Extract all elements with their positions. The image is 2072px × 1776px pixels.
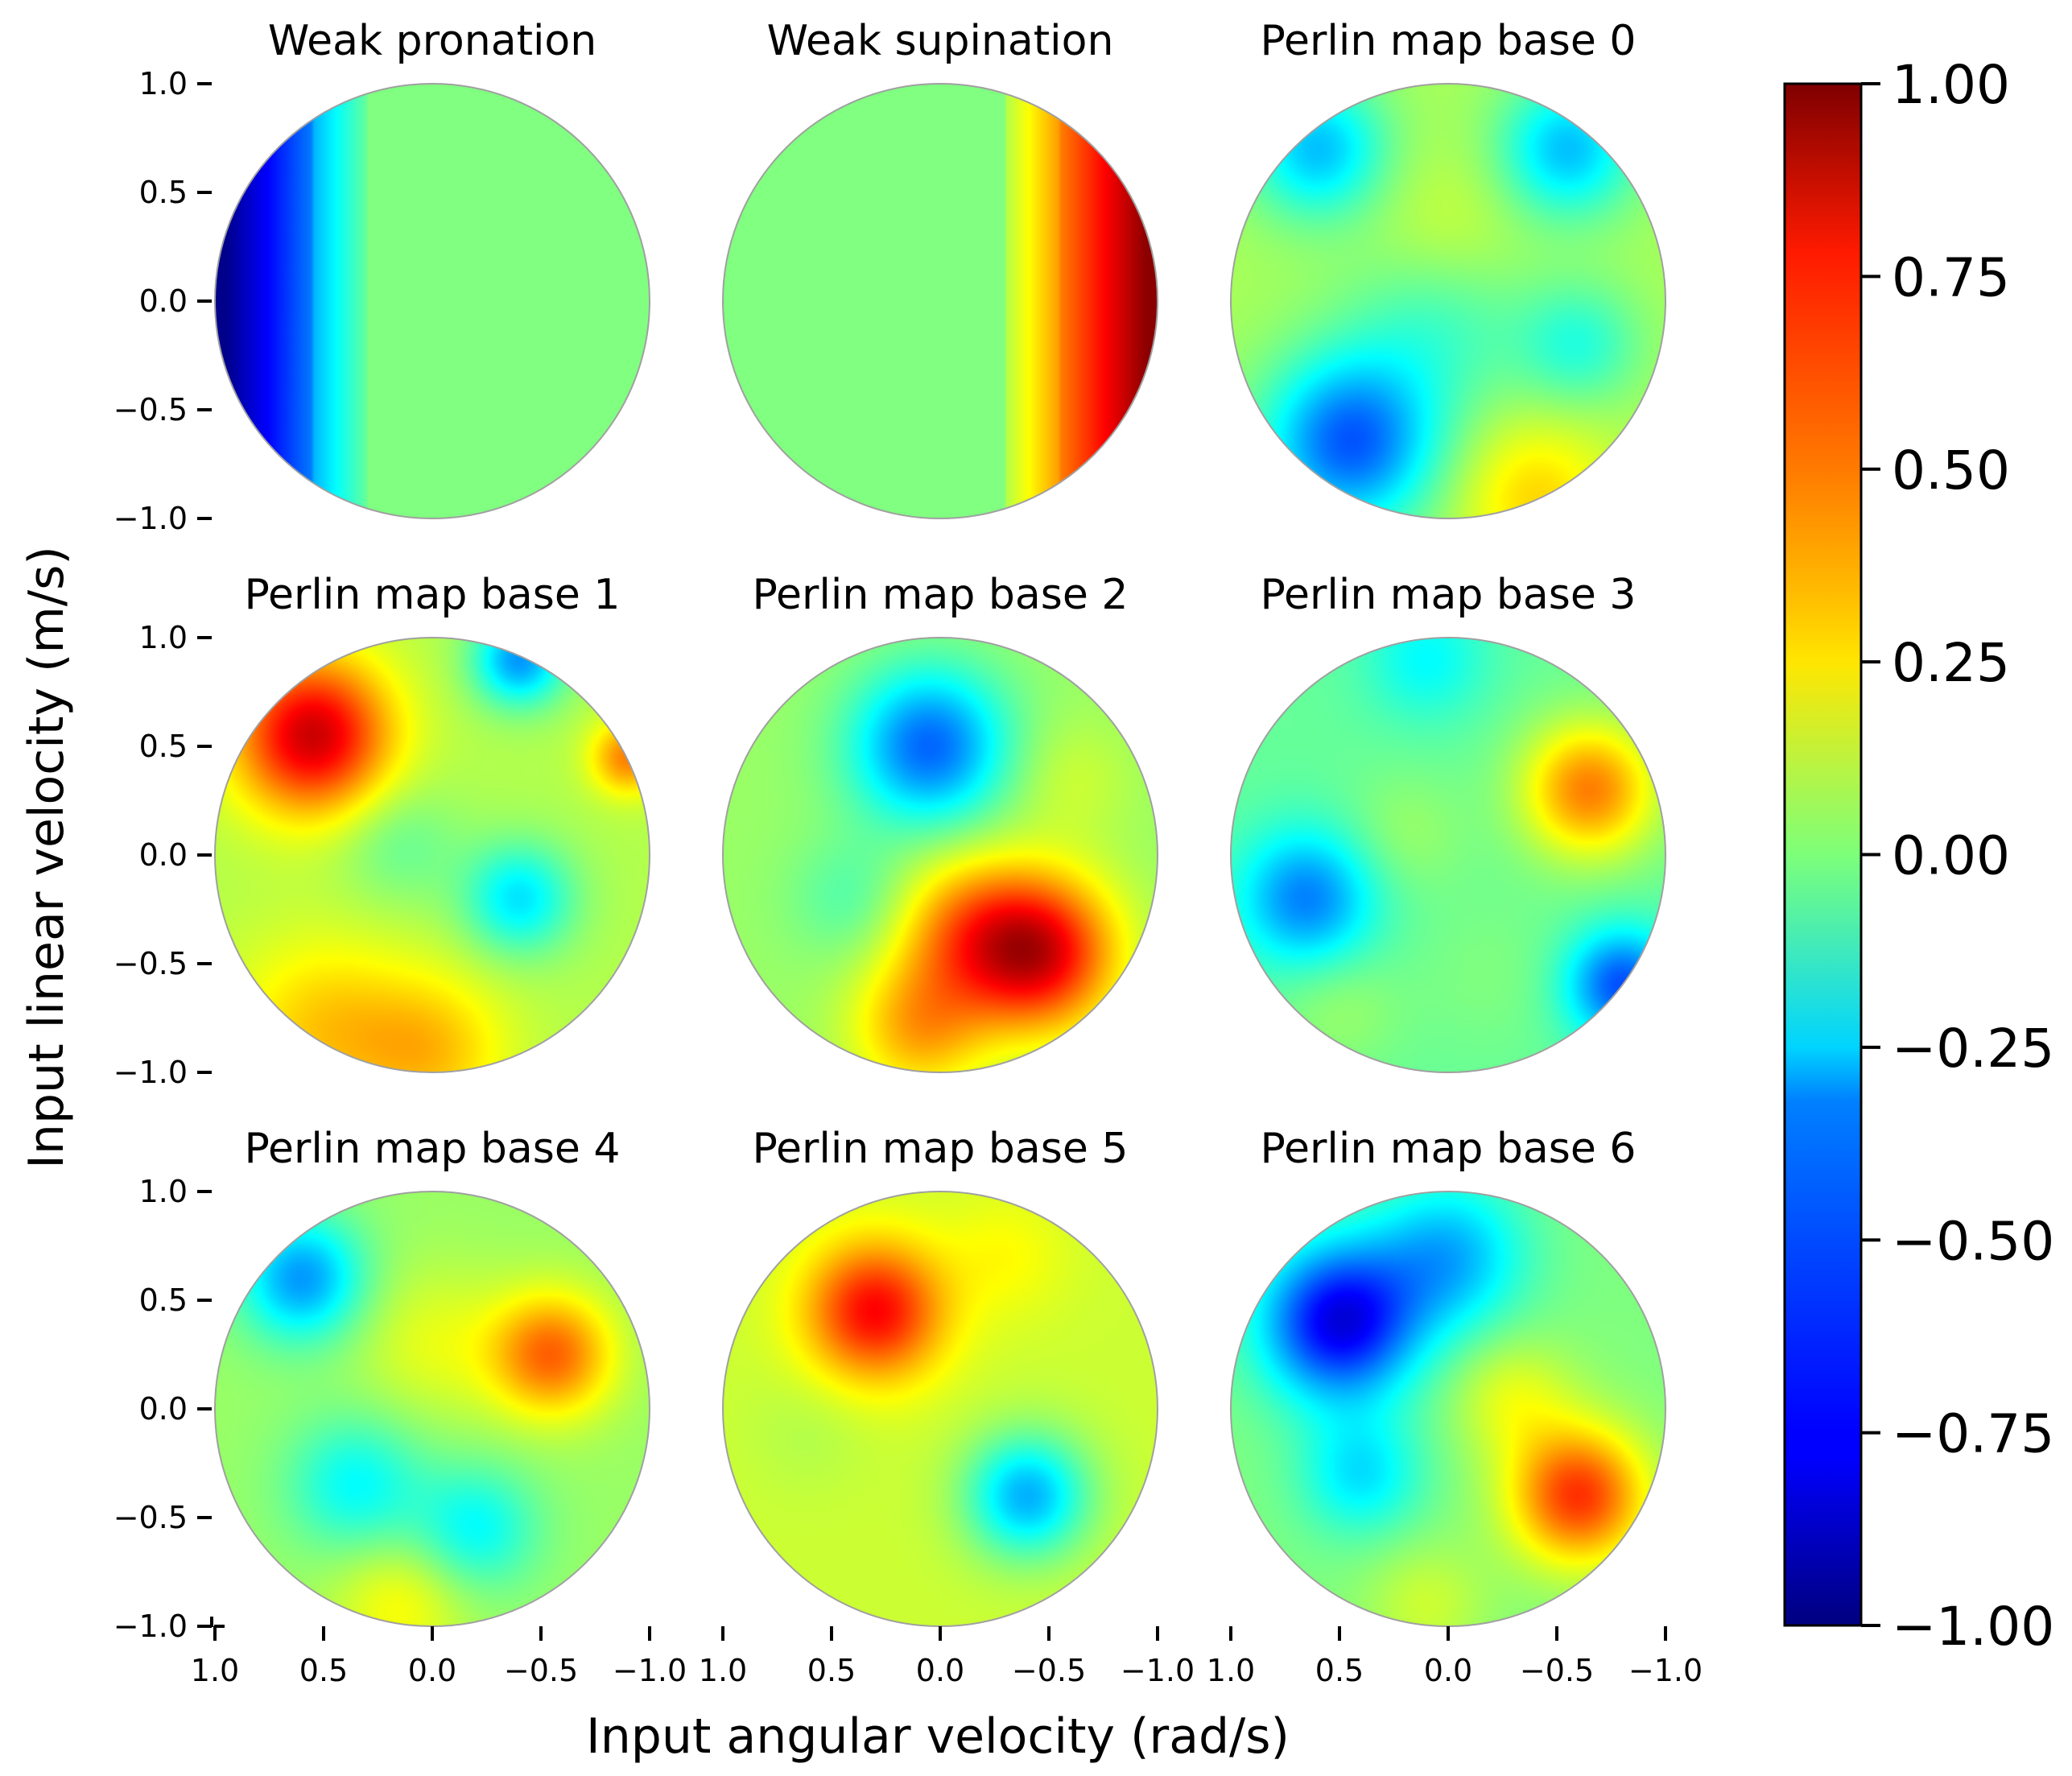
y-tick-label: −1.0 xyxy=(114,1609,188,1644)
panel-0: Weak pronation xyxy=(214,17,650,519)
y-tick-label: 0.5 xyxy=(139,729,188,764)
y-axis-ticks: 1.0 0.5 0.0 −0.5 −1.0 1.0 0.5 0.0 −0.5 −1.0 1.0 0.5… xyxy=(114,66,213,1644)
x-tick-label: 0.5 xyxy=(299,1653,348,1688)
panel-4: Perlin map base 2 xyxy=(722,571,1158,1073)
y-tick-label: −1.0 xyxy=(114,1055,188,1090)
colorbar-tick-label: 0.25 xyxy=(1892,632,2010,694)
x-tick-label: 0.5 xyxy=(1315,1653,1364,1688)
heatmap-disc-8 xyxy=(1231,1192,1665,1626)
heatmap-disc-6 xyxy=(215,1192,650,1626)
panel-1: Weak supination xyxy=(722,17,1158,519)
panel-title-2: Perlin map base 0 xyxy=(1261,17,1637,65)
y-tick-label: 1.0 xyxy=(139,66,188,101)
panel-2: Perlin map base 0 xyxy=(1230,17,1666,519)
panel-5: Perlin map base 3 xyxy=(1230,571,1666,1073)
panel-3: Perlin map base 1 xyxy=(214,571,650,1073)
heatmap-disc-7 xyxy=(723,1192,1158,1626)
x-tick-label: 0.5 xyxy=(807,1653,856,1688)
colorbar-tick-label: 0.75 xyxy=(1892,246,2010,308)
colorbar: 1.00 0.75 0.50 0.25 0.00 −0.25 −0.50 −0.75 −1.00 xyxy=(1783,54,2054,1658)
x-tick-label: −0.5 xyxy=(1520,1653,1594,1688)
disc-outline-1 xyxy=(722,83,1158,519)
panel-6: Perlin map base 4 xyxy=(214,1125,650,1627)
y-axis-label: Input linear velocity (m/s) xyxy=(19,546,75,1169)
panel-title-8: Perlin map base 6 xyxy=(1261,1125,1637,1173)
y-tick-label: −0.5 xyxy=(114,392,188,427)
y-tick-label: 1.0 xyxy=(139,1174,188,1209)
x-tick-label: 1.0 xyxy=(191,1653,239,1688)
y-tick-label: 0.0 xyxy=(139,283,188,319)
x-tick-label: 0.0 xyxy=(1424,1653,1472,1688)
x-tick-label: −1.0 xyxy=(1121,1653,1195,1688)
x-tick-label: 0.0 xyxy=(408,1653,456,1688)
disc-outline-2 xyxy=(1230,83,1666,519)
x-tick-label: 1.0 xyxy=(1207,1653,1255,1688)
x-tick-label: −1.0 xyxy=(613,1653,687,1688)
y-tick-label: 0.0 xyxy=(139,837,188,873)
y-tick-label: −1.0 xyxy=(114,501,188,536)
y-tick-label: 1.0 xyxy=(139,620,188,655)
panel-8: Perlin map base 6 xyxy=(1230,1125,1666,1627)
panel-title-4: Perlin map base 2 xyxy=(753,571,1129,619)
y-tick-label: −0.5 xyxy=(114,1500,188,1535)
colorbar-tick-label: −0.25 xyxy=(1892,1018,2054,1080)
y-tick-label: −0.5 xyxy=(114,946,188,981)
heatmap-disc-5 xyxy=(1231,638,1665,1072)
panel-title-5: Perlin map base 3 xyxy=(1261,571,1637,619)
x-tick-label: −0.5 xyxy=(504,1653,578,1688)
disc-outline-0 xyxy=(214,83,650,519)
panel-title-7: Perlin map base 5 xyxy=(753,1125,1129,1173)
x-tick-label: −0.5 xyxy=(1012,1653,1086,1688)
panel-title-6: Perlin map base 4 xyxy=(245,1125,621,1173)
disc-outline-4 xyxy=(722,637,1158,1073)
colorbar-gradient xyxy=(1783,82,1863,1627)
panel-7: Perlin map base 5 xyxy=(722,1125,1158,1627)
y-tick-label: 0.5 xyxy=(139,1282,188,1318)
colorbar-tick-label: −1.00 xyxy=(1892,1596,2054,1658)
colorbar-tick-label: −0.50 xyxy=(1892,1210,2054,1272)
heatmap-disc-4 xyxy=(723,638,1158,1072)
panel-title-1: Weak supination xyxy=(767,17,1114,65)
colorbar-tick-label: 0.50 xyxy=(1892,440,2010,502)
panel-title-3: Perlin map base 1 xyxy=(245,571,621,619)
disc-outline-3 xyxy=(214,637,650,1073)
y-tick-label: 0.5 xyxy=(139,175,188,210)
x-axis-label: Input angular velocity (rad/s) xyxy=(586,1708,1290,1765)
x-tick-label: 0.0 xyxy=(916,1653,964,1688)
heatmap-disc-1 xyxy=(723,84,1158,518)
colorbar-tick-label: 1.00 xyxy=(1892,54,2010,116)
heatmap-disc-2 xyxy=(1231,84,1665,518)
colorbar-tick-label: 0.00 xyxy=(1892,825,2010,887)
disc-outline-5 xyxy=(1230,637,1666,1073)
x-axis-ticks: 1.0 0.5 0.0 −0.5 −1.0 1.0 0.5 0.0 −0.5 −1.0 1.0 0.5… xyxy=(191,1625,1703,1688)
y-tick-label: 0.0 xyxy=(139,1391,188,1427)
x-tick-label: −1.0 xyxy=(1628,1653,1703,1688)
heatmap-disc-3 xyxy=(215,638,650,1072)
colorbar-ticks: 1.00 0.75 0.50 0.25 0.00 −0.25 −0.50 −0.75 −1.00 xyxy=(1861,54,2054,1658)
x-tick-label: 1.0 xyxy=(699,1653,747,1688)
heatmap-disc-0 xyxy=(215,84,650,518)
colorbar-tick-label: −0.75 xyxy=(1892,1403,2054,1465)
panels-group: Weak pronation Weak supination Perlin map … xyxy=(214,17,1666,1627)
panel-title-0: Weak pronation xyxy=(268,17,596,65)
